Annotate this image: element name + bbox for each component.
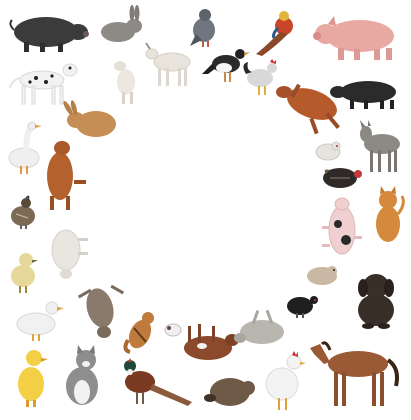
pink-pig xyxy=(310,12,402,62)
beaver xyxy=(204,372,258,410)
yellow-duckling xyxy=(14,346,48,408)
rooster xyxy=(240,58,282,96)
hamster xyxy=(304,262,340,288)
black-guinea-fowl xyxy=(284,290,320,318)
brown-goat xyxy=(74,274,126,340)
goose xyxy=(4,120,44,176)
gosling xyxy=(6,248,40,294)
pot-bellied-pig xyxy=(6,10,90,54)
dalmatian xyxy=(8,58,80,106)
common-pheasant xyxy=(118,356,194,408)
black-puppy xyxy=(350,268,402,330)
gray-goat-lying xyxy=(232,308,292,352)
pigeon xyxy=(188,6,220,48)
tabby-cat xyxy=(62,344,102,408)
golden-pheasant xyxy=(254,8,302,58)
spotted-piglet xyxy=(318,196,364,266)
bay-horse xyxy=(306,334,402,410)
donkey xyxy=(358,120,408,174)
brown-calf-lying xyxy=(178,322,240,364)
white-goat xyxy=(142,42,196,88)
white-mouse xyxy=(312,138,344,162)
ginger-cat xyxy=(370,184,406,248)
quail xyxy=(8,194,38,230)
white-hen xyxy=(262,350,306,412)
white-lamb xyxy=(108,58,146,106)
white-sheep xyxy=(44,222,90,282)
magpie xyxy=(202,44,252,84)
guinea-pig xyxy=(164,320,182,338)
white-duck xyxy=(14,298,64,342)
brown-rabbit xyxy=(60,100,120,140)
turkey xyxy=(320,164,364,192)
chipmunk xyxy=(122,310,158,354)
gray-rabbit xyxy=(98,5,146,44)
brown-calf xyxy=(38,140,88,212)
brown-cow xyxy=(272,74,350,136)
black-boar xyxy=(330,76,402,110)
